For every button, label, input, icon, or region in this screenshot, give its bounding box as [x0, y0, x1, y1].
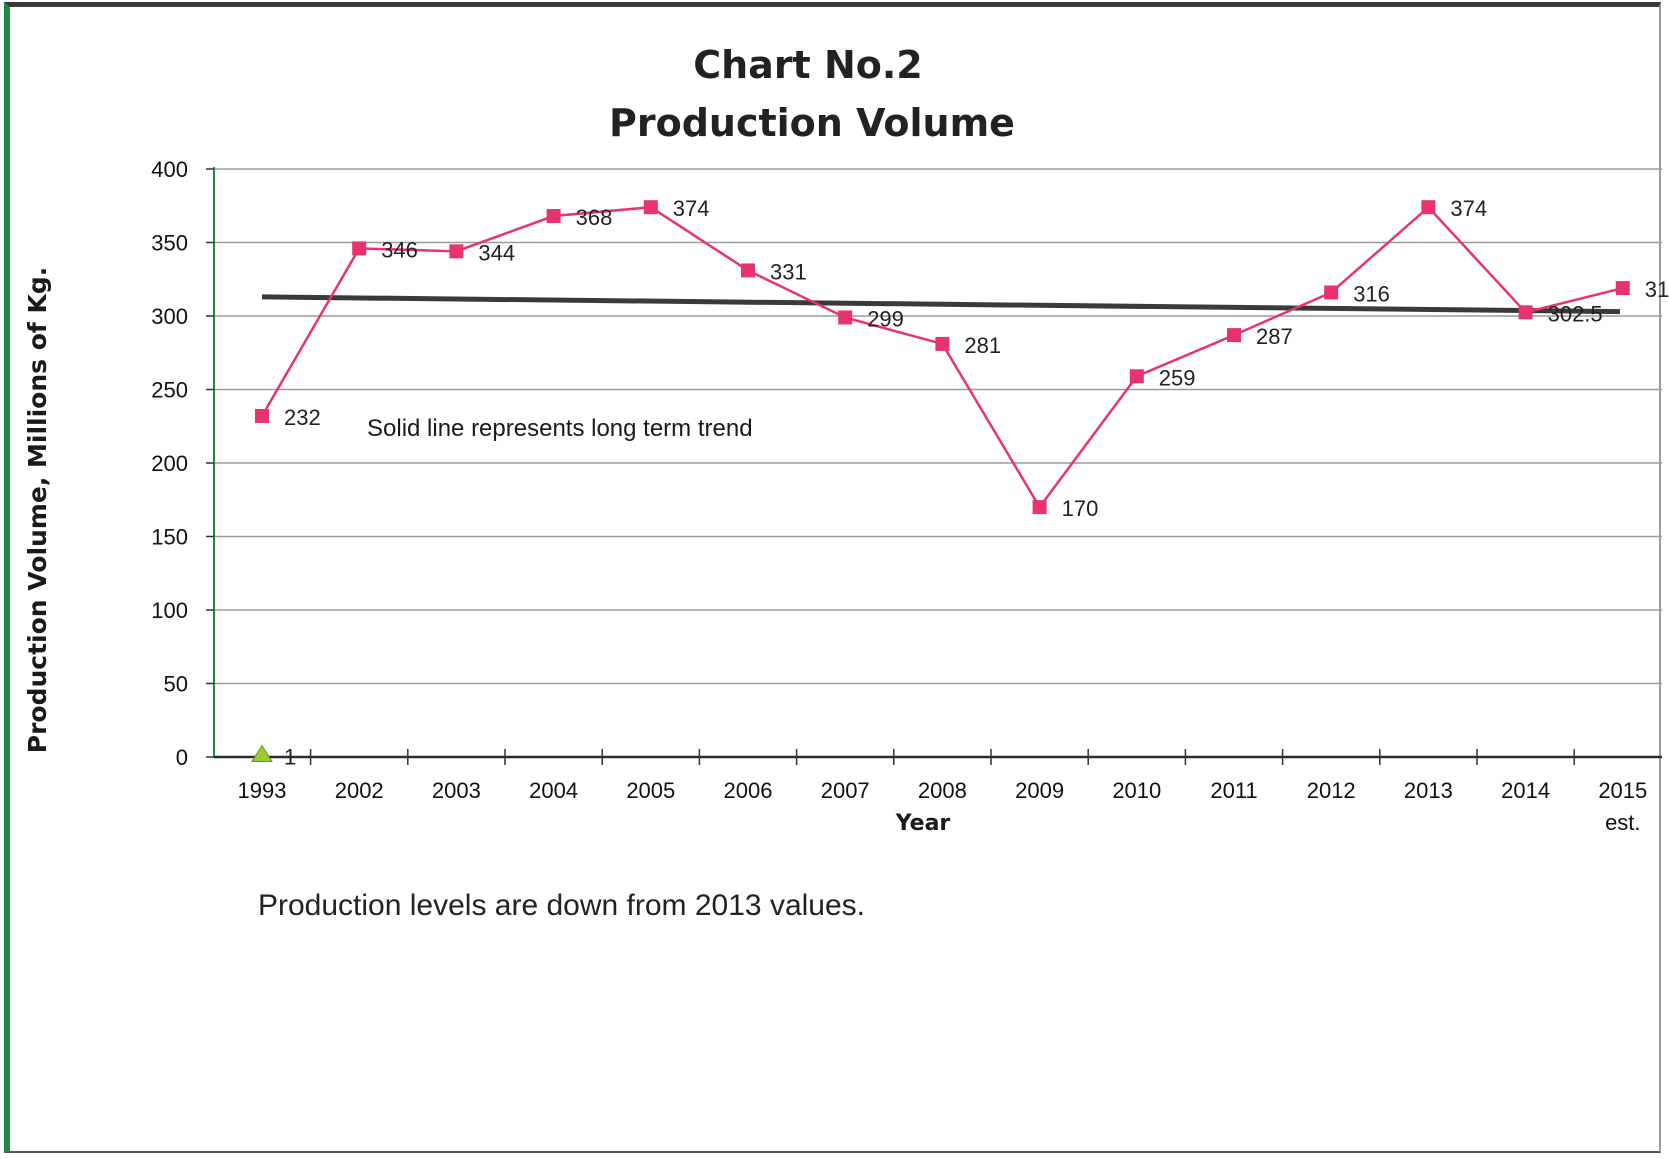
chart-caption: Production levels are down from 2013 val…	[258, 889, 865, 922]
data-label: 302.5	[1548, 301, 1603, 326]
data-label: 346	[381, 237, 418, 262]
y-tick-label: 150	[151, 525, 188, 550]
y-axis-label: Production Volume, Millions of Kg.	[23, 267, 52, 754]
chart-title-line1: Chart No.2	[693, 43, 923, 87]
y-tick-label: 250	[151, 378, 188, 403]
data-label: 331	[770, 259, 807, 284]
data-point	[1227, 328, 1241, 343]
data-label: 232	[284, 405, 321, 430]
data-label: 299	[867, 306, 904, 331]
data-label: 374	[1450, 196, 1487, 221]
x-tick-label: 2012	[1307, 778, 1356, 803]
x-tick-label: 2003	[432, 778, 481, 803]
gridlines	[214, 168, 1662, 685]
x-tick-label: 2004	[529, 778, 578, 803]
data-point	[643, 200, 658, 215]
data-point	[546, 209, 561, 224]
data-label: 170	[1062, 496, 1099, 521]
x-tick-label: 2007	[821, 778, 870, 803]
y-tick-label: 100	[151, 598, 188, 623]
data-point	[255, 408, 269, 423]
data-point	[1032, 500, 1047, 515]
x-tick-label: 2006	[724, 778, 773, 803]
y-tick-label: 350	[151, 231, 188, 256]
x-tick-label: 2013	[1404, 778, 1453, 803]
trend-annotation: Solid line represents long term trend	[367, 415, 753, 442]
data-point	[352, 241, 367, 256]
x-tick-label: 2002	[335, 778, 384, 803]
trend-line	[261, 294, 1621, 315]
x-tick-label: 2014	[1501, 778, 1550, 803]
x-tick-label: 2009	[1015, 778, 1064, 803]
data-label: 281	[964, 333, 1001, 358]
x-tick-label: 2008	[918, 778, 967, 803]
x-tick-sublabel: est.	[1605, 810, 1640, 835]
data-point	[251, 744, 273, 763]
x-tick-label: 2005	[626, 778, 675, 803]
y-tick-label: 200	[151, 451, 188, 476]
data-point	[838, 310, 853, 325]
x-tick-label: 2011	[1210, 778, 1257, 803]
y-tick-label: 50	[164, 672, 188, 697]
y-tick-label: 0	[176, 745, 188, 770]
y-axis: 0 50 100 150 200 250 300 350 400	[151, 157, 215, 770]
data-point	[449, 244, 464, 259]
data-label: 368	[576, 205, 613, 230]
data-point	[1129, 369, 1144, 384]
data-point	[1324, 285, 1339, 300]
chart-frame	[4, 2, 1661, 1153]
trend-layer	[261, 294, 1621, 315]
x-axis: 1993 2002 2003 2004 2005 2006 2007 2008 2009 2010…	[214, 749, 1662, 835]
data-label: 259	[1159, 365, 1196, 390]
y-tick-label: 400	[151, 157, 188, 182]
data-label: 319	[1645, 277, 1669, 302]
x-tick-label: 2010	[1112, 778, 1161, 803]
data-point	[741, 263, 755, 278]
series-layer: 232 346 344 368 374 331 299 281 170 259 287 316 374 3…	[251, 196, 1669, 770]
data-point	[935, 336, 950, 351]
data-point	[1421, 200, 1436, 215]
x-tick-label: 1993	[238, 778, 287, 803]
data-label: 1	[284, 745, 296, 770]
chart-title-line2: Production Volume	[609, 101, 1015, 145]
x-axis-label: Year	[895, 811, 951, 836]
data-label: 287	[1256, 324, 1293, 349]
data-point	[1615, 281, 1630, 296]
x-tick-label: 2015	[1598, 778, 1647, 803]
data-label: 374	[673, 196, 710, 221]
data-label: 316	[1353, 281, 1390, 306]
series-line	[260, 205, 1624, 510]
data-point	[1518, 305, 1533, 320]
data-label: 344	[478, 240, 515, 265]
y-tick-label: 300	[151, 304, 188, 329]
